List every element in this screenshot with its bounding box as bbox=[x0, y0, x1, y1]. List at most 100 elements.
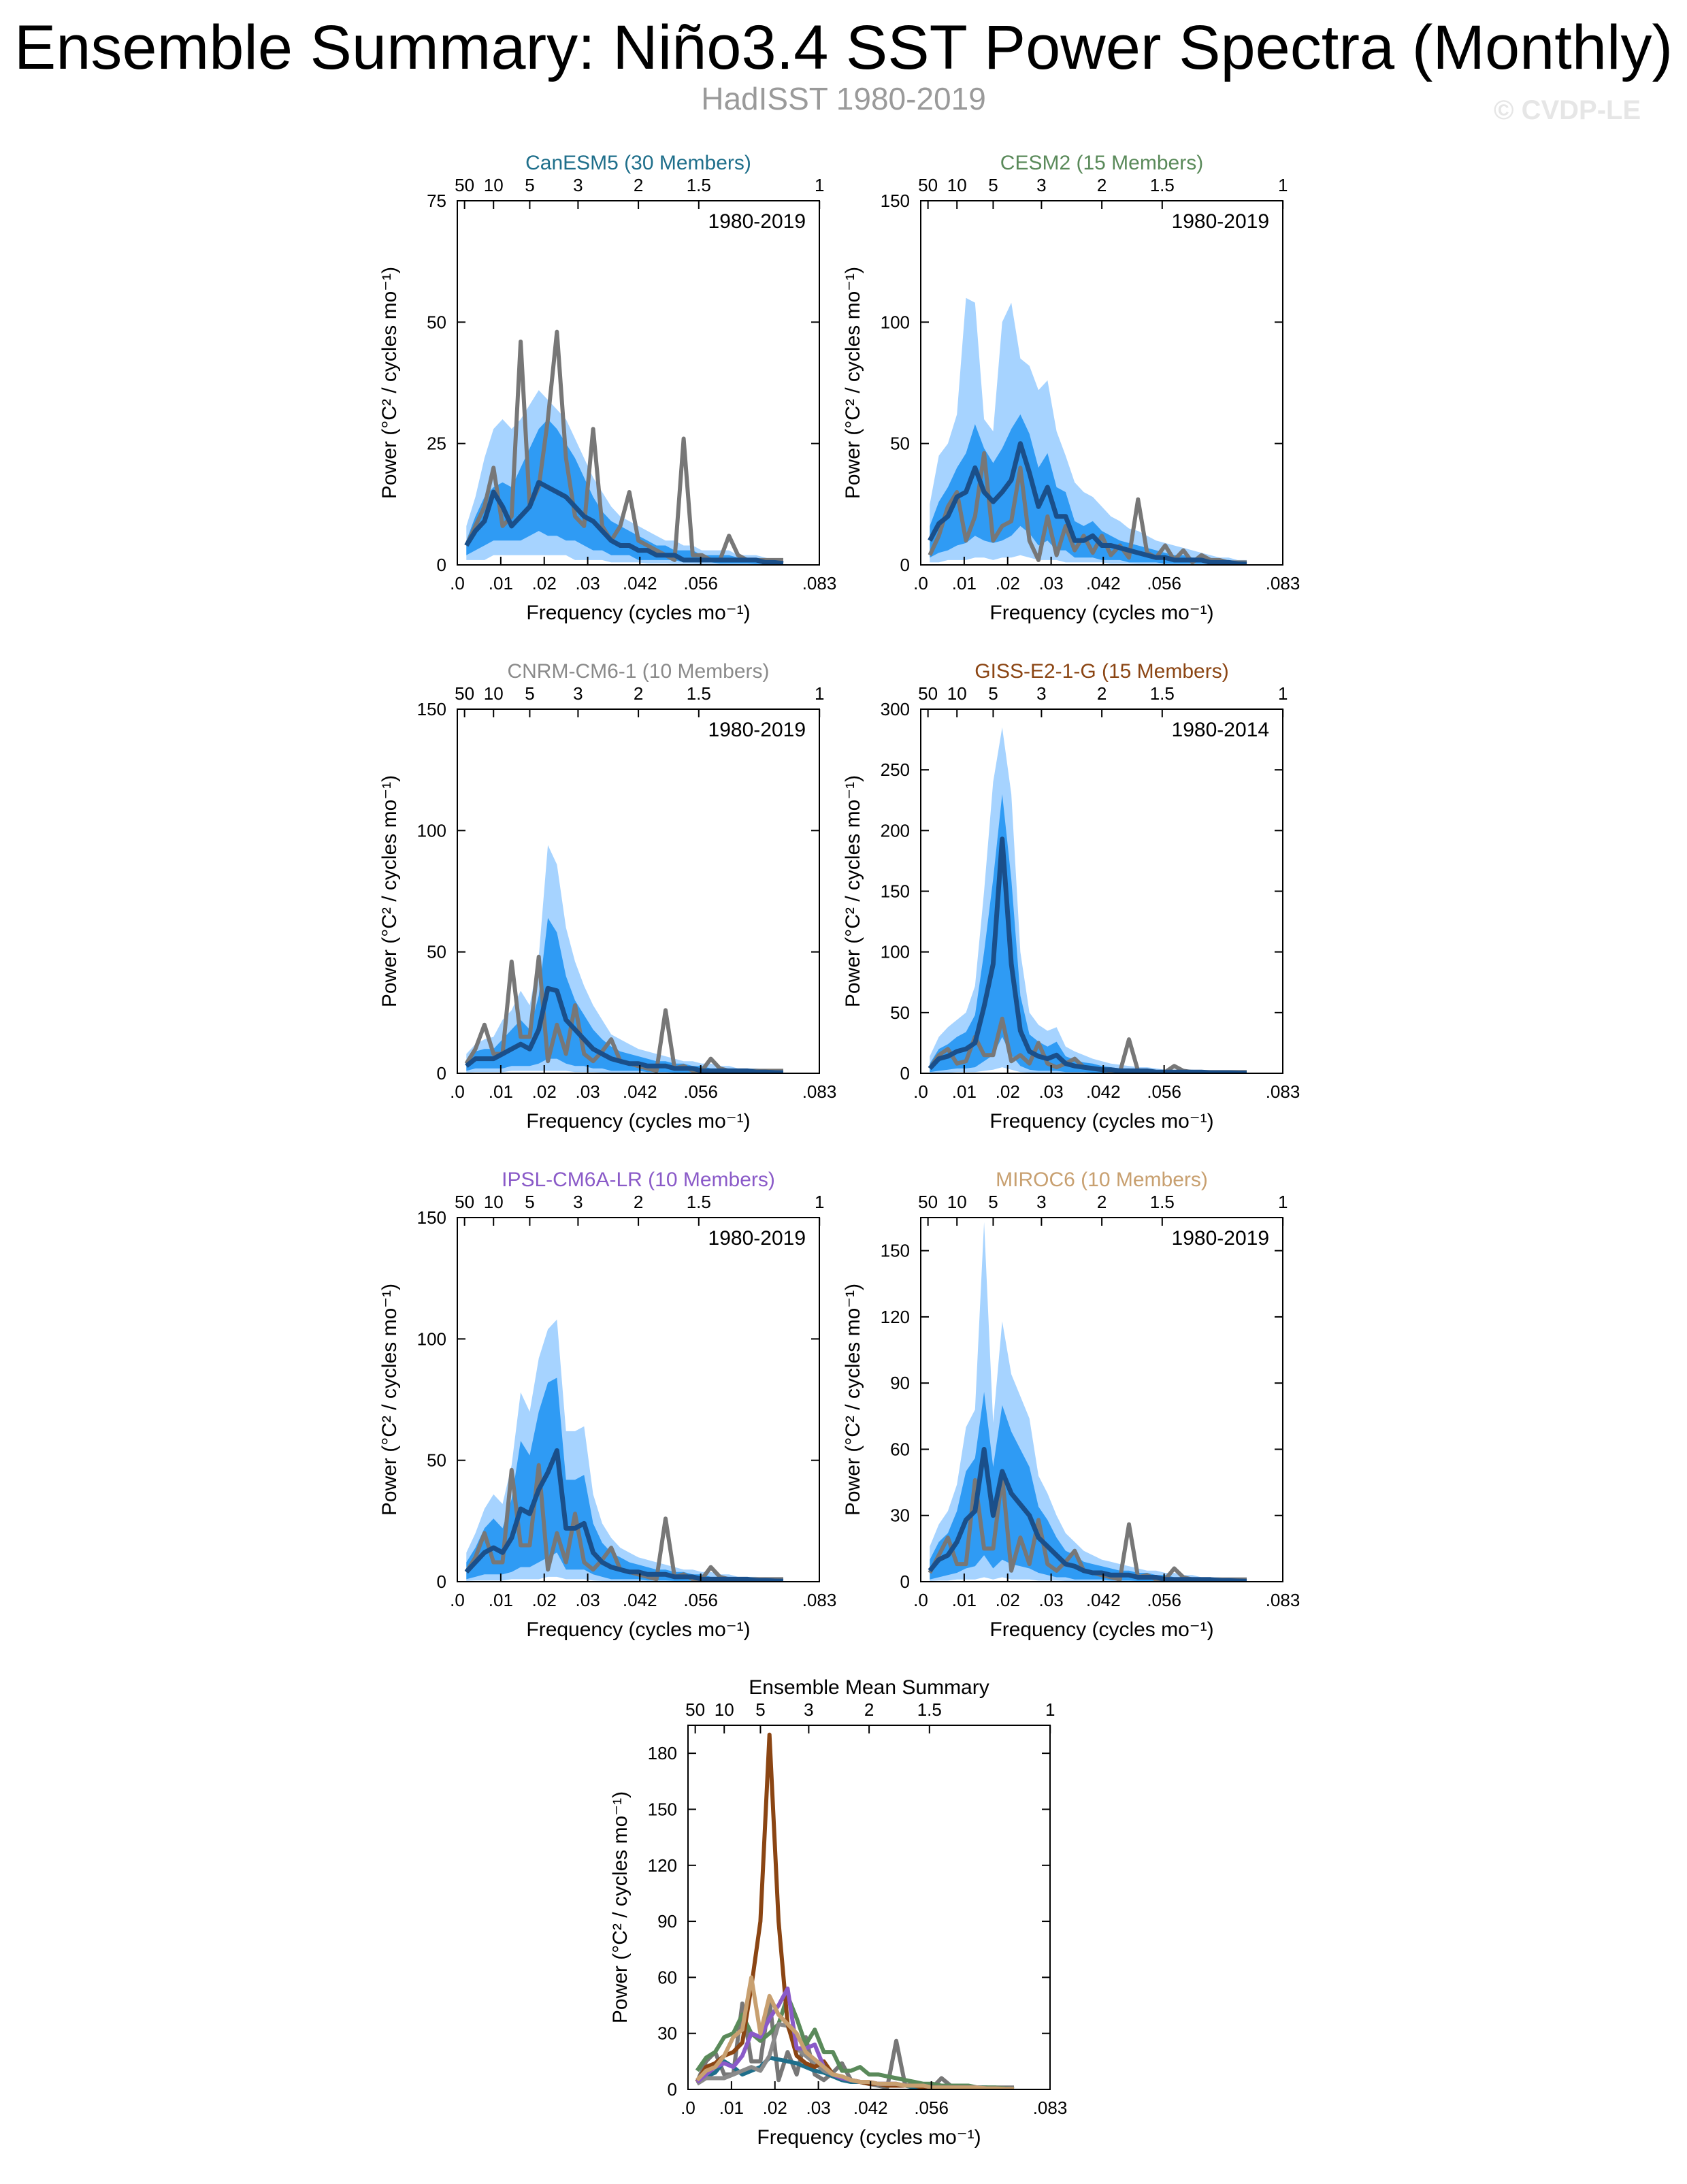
y-tick-label: 50 bbox=[427, 1450, 446, 1471]
plot-area bbox=[928, 727, 1247, 1073]
top-tick-label: 3 bbox=[573, 683, 583, 704]
top-tick-label: 2 bbox=[1097, 175, 1107, 195]
period-label: 1980-2019 bbox=[708, 1227, 806, 1250]
x-tick-label: .083 bbox=[1266, 1590, 1300, 1610]
top-tick-label: 5 bbox=[525, 683, 534, 704]
x-tick-label: .03 bbox=[1039, 1081, 1064, 1102]
y-tick-label: 75 bbox=[427, 191, 446, 211]
plot-area bbox=[464, 845, 784, 1073]
y-tick-label: 150 bbox=[881, 191, 910, 211]
x-tick-label: .0 bbox=[913, 573, 928, 593]
y-axis-label: Power (°C² / cycles mo⁻¹) bbox=[378, 1284, 401, 1516]
x-tick-label: .01 bbox=[952, 1081, 977, 1102]
series-ensemble-mean bbox=[464, 480, 784, 565]
x-tick-label: .056 bbox=[914, 2098, 949, 2118]
series-ensemble-mean bbox=[465, 985, 784, 1073]
y-tick-label: 0 bbox=[900, 1571, 910, 1592]
y-tick-label: 150 bbox=[417, 1207, 446, 1228]
y-tick-label: 90 bbox=[890, 1373, 910, 1393]
series-miroc6 bbox=[695, 1975, 1015, 2089]
spread-band-inner bbox=[930, 414, 1247, 565]
page-subtitle: HadISST 1980-2019 bbox=[701, 81, 986, 116]
y-tick-label: 0 bbox=[437, 1571, 446, 1592]
x-tick-label: .03 bbox=[1039, 573, 1064, 593]
x-tick-label: .01 bbox=[952, 573, 977, 593]
top-tick-label: 5 bbox=[525, 1192, 534, 1212]
spread-band-inner bbox=[466, 419, 783, 565]
series-ensemble-mean bbox=[928, 836, 1247, 1073]
top-tick-label: 5 bbox=[988, 683, 998, 704]
x-axis-label: Frequency (cycles mo⁻¹) bbox=[989, 1618, 1213, 1641]
y-tick-label: 60 bbox=[657, 1967, 677, 1987]
x-tick-label: .03 bbox=[1039, 1590, 1064, 1610]
x-tick-label: .042 bbox=[853, 2098, 888, 2118]
top-tick-label: 1 bbox=[1045, 1699, 1055, 1720]
x-tick-label: .042 bbox=[623, 1590, 657, 1610]
top-tick-label: 1.5 bbox=[687, 1192, 711, 1212]
chart-panel-2: 0 50 100 150 .0 .01 .02 .03 .042 .056 .083 50 10 5 3 2 1… bbox=[842, 152, 1300, 624]
series-observations bbox=[464, 329, 783, 562]
top-tick-label: 10 bbox=[715, 1699, 734, 1720]
y-tick-label: 100 bbox=[881, 942, 910, 962]
x-tick-label: .056 bbox=[683, 1081, 718, 1102]
x-tick-label: .0 bbox=[913, 1590, 928, 1610]
x-tick-label: .083 bbox=[802, 1081, 837, 1102]
top-tick-label: 1.5 bbox=[1150, 683, 1175, 704]
x-axis-label: Frequency (cycles mo⁻¹) bbox=[989, 602, 1213, 624]
y-axis-label: Power (°C² / cycles mo⁻¹) bbox=[842, 775, 864, 1007]
top-tick-label: 50 bbox=[918, 175, 938, 195]
y-tick-label: 150 bbox=[417, 699, 446, 719]
x-tick-label: .083 bbox=[1033, 2098, 1068, 2118]
top-tick-label: 3 bbox=[804, 1699, 813, 1720]
y-tick-label: 300 bbox=[881, 699, 910, 719]
y-tick-label: 0 bbox=[668, 2079, 677, 2100]
x-tick-label: .056 bbox=[1147, 1081, 1181, 1102]
x-tick-label: .083 bbox=[1266, 573, 1300, 593]
y-tick-label: 150 bbox=[648, 1799, 677, 1819]
series-giss-e2-1-g bbox=[695, 1732, 1015, 2089]
x-tick-label: .01 bbox=[489, 573, 513, 593]
top-tick-label: 1.5 bbox=[1150, 175, 1175, 195]
top-tick-label: 2 bbox=[864, 1699, 874, 1720]
top-tick-label: 50 bbox=[455, 175, 474, 195]
x-tick-label: .03 bbox=[806, 2098, 831, 2118]
y-tick-label: 30 bbox=[657, 2023, 677, 2044]
top-tick-label: 50 bbox=[685, 1699, 705, 1720]
top-tick-label: 10 bbox=[484, 1192, 504, 1212]
y-tick-label: 120 bbox=[881, 1307, 910, 1327]
top-tick-label: 1 bbox=[815, 1192, 824, 1212]
y-tick-label: 120 bbox=[648, 1855, 677, 1876]
y-axis-label: Power (°C² / cycles mo⁻¹) bbox=[842, 1284, 864, 1516]
top-tick-label: 5 bbox=[755, 1699, 765, 1720]
y-tick-label: 50 bbox=[890, 1003, 910, 1023]
x-axis-label: Frequency (cycles mo⁻¹) bbox=[526, 1110, 750, 1132]
x-tick-label: .042 bbox=[1086, 1081, 1121, 1102]
top-tick-label: 3 bbox=[1036, 175, 1046, 195]
plot-area bbox=[464, 1319, 784, 1582]
top-tick-label: 3 bbox=[573, 1192, 583, 1212]
top-tick-label: 1 bbox=[1278, 1192, 1288, 1212]
y-axis-label: Power (°C² / cycles mo⁻¹) bbox=[842, 267, 864, 499]
page-title: Ensemble Summary: Niño3.4 SST Power Spec… bbox=[14, 13, 1673, 82]
y-tick-label: 150 bbox=[881, 881, 910, 902]
chart-panel-1: 0 25 50 75 .0 .01 .02 .03 .042 .056 .083 50 10 5 3 2 1.5… bbox=[378, 152, 836, 624]
top-tick-label: 5 bbox=[988, 175, 998, 195]
top-tick-label: 3 bbox=[573, 175, 583, 195]
top-tick-label: 10 bbox=[947, 175, 967, 195]
top-tick-label: 1 bbox=[815, 683, 824, 704]
top-tick-label: 1 bbox=[1278, 175, 1288, 195]
series-ensemble-mean bbox=[928, 441, 1247, 565]
x-tick-label: .02 bbox=[763, 2098, 787, 2118]
top-tick-label: 50 bbox=[918, 683, 938, 704]
period-label: 1980-2019 bbox=[1172, 210, 1269, 233]
y-tick-label: 100 bbox=[881, 312, 910, 332]
top-tick-label: 50 bbox=[455, 683, 474, 704]
x-tick-label: .056 bbox=[1147, 1590, 1181, 1610]
y-tick-label: 50 bbox=[890, 434, 910, 454]
x-axis-label: Frequency (cycles mo⁻¹) bbox=[757, 2126, 981, 2149]
x-tick-label: .083 bbox=[802, 573, 837, 593]
panel-title: CNRM-CM6-1 (10 Members) bbox=[507, 660, 769, 683]
top-tick-label: 1.5 bbox=[687, 175, 711, 195]
y-tick-label: 0 bbox=[900, 555, 910, 575]
panel-title: CESM2 (15 Members) bbox=[1000, 152, 1203, 174]
